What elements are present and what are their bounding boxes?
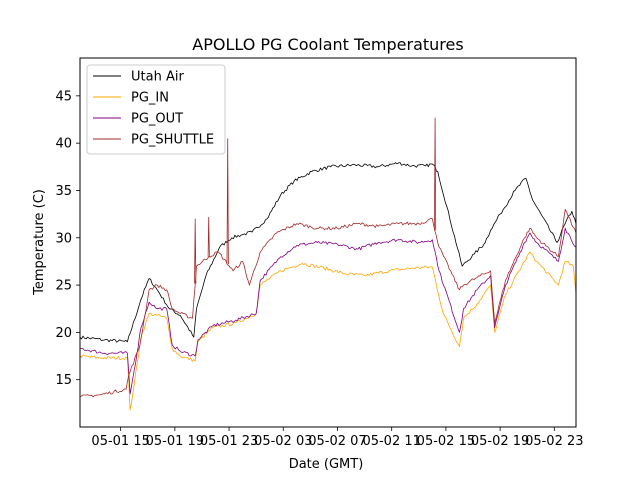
legend-label: Utah Air [131, 70, 184, 85]
x-axis-label: Date (GMT) [289, 457, 364, 472]
x-tick-label: 05-01 15 [91, 434, 149, 449]
legend-box [86, 64, 226, 155]
x-tick-label: 05-02 15 [417, 434, 475, 449]
y-tick-label: 20 [55, 326, 72, 341]
x-tick-label: 05-01 23 [200, 434, 258, 449]
y-tick-label: 35 [55, 184, 72, 199]
series-spike-pg-shuttle-3 [434, 117, 437, 231]
x-tick-label: 05-02 07 [308, 434, 366, 449]
x-tick-label: 05-02 03 [254, 434, 312, 449]
y-tick-label: 25 [55, 279, 72, 294]
x-tick-label: 05-01 19 [146, 434, 204, 449]
series-spike-pg-shuttle-2 [226, 138, 229, 265]
x-tick-label: 05-02 11 [362, 434, 420, 449]
series-line-pg-out [80, 227, 576, 395]
y-axis-label: Temperature (C) [32, 189, 47, 296]
x-tick-label: 05-02 23 [525, 434, 583, 449]
plot-frame [79, 57, 577, 428]
legend-label: PG_IN [131, 91, 169, 106]
series-line-pg-shuttle [80, 209, 576, 398]
x-tick-label: 05-02 19 [471, 434, 529, 449]
y-tick-label: 40 [55, 137, 72, 152]
y-tick-label: 15 [55, 373, 72, 388]
series-spike-pg-shuttle-0 [194, 218, 197, 284]
y-tick-label: 30 [55, 231, 72, 246]
legend: Utah Air PG_IN PG_OUT PG_SHUTTLE [86, 64, 226, 155]
y-axis-ticks: 15 20 25 30 35 40 45 [55, 89, 80, 388]
series-line-pg-in [80, 251, 576, 411]
series-spike-pg-shuttle-1 [207, 216, 210, 257]
plot-area [80, 117, 576, 411]
legend-label: PG_OUT [131, 112, 183, 127]
series-line-utah-air [80, 162, 576, 343]
y-tick-label: 45 [55, 89, 72, 104]
chart-title: APOLLO PG Coolant Temperatures [192, 35, 463, 54]
legend-label: PG_SHUTTLE [131, 133, 214, 148]
